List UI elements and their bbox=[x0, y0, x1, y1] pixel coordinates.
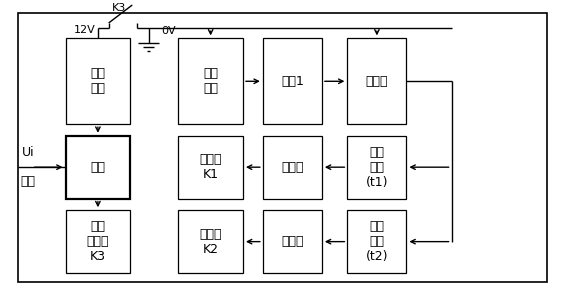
Bar bbox=[263, 136, 322, 199]
Text: 继电器
K2: 继电器 K2 bbox=[199, 228, 222, 255]
Text: 分频1: 分频1 bbox=[281, 75, 304, 88]
Text: Ui: Ui bbox=[21, 146, 34, 159]
Text: 直流: 直流 bbox=[20, 175, 35, 188]
Text: 瞬动
继电器
K3: 瞬动 继电器 K3 bbox=[86, 220, 109, 263]
Bar bbox=[178, 136, 243, 199]
Bar bbox=[347, 136, 406, 199]
Bar bbox=[66, 136, 131, 199]
Text: 计数器: 计数器 bbox=[366, 75, 388, 88]
Text: 储能
电源: 储能 电源 bbox=[90, 67, 106, 95]
Bar bbox=[66, 38, 131, 124]
Bar bbox=[178, 210, 243, 273]
Text: 驱动器: 驱动器 bbox=[281, 235, 303, 248]
Text: 晶体
分频: 晶体 分频 bbox=[203, 67, 218, 95]
Bar bbox=[178, 38, 243, 124]
Bar bbox=[263, 210, 322, 273]
Text: K3: K3 bbox=[112, 3, 126, 13]
Text: 整定
开关
(t1): 整定 开关 (t1) bbox=[366, 146, 388, 189]
Bar bbox=[347, 38, 406, 124]
Text: 12V: 12V bbox=[73, 26, 95, 36]
Text: 降压: 降压 bbox=[90, 161, 106, 174]
Text: 驱动器: 驱动器 bbox=[281, 161, 303, 174]
Text: 整定
开关
(t2): 整定 开关 (t2) bbox=[366, 220, 388, 263]
Text: 0V: 0V bbox=[161, 26, 176, 36]
Bar bbox=[263, 38, 322, 124]
Bar bbox=[66, 210, 131, 273]
Bar bbox=[347, 210, 406, 273]
Text: 继电器
K1: 继电器 K1 bbox=[199, 153, 222, 181]
